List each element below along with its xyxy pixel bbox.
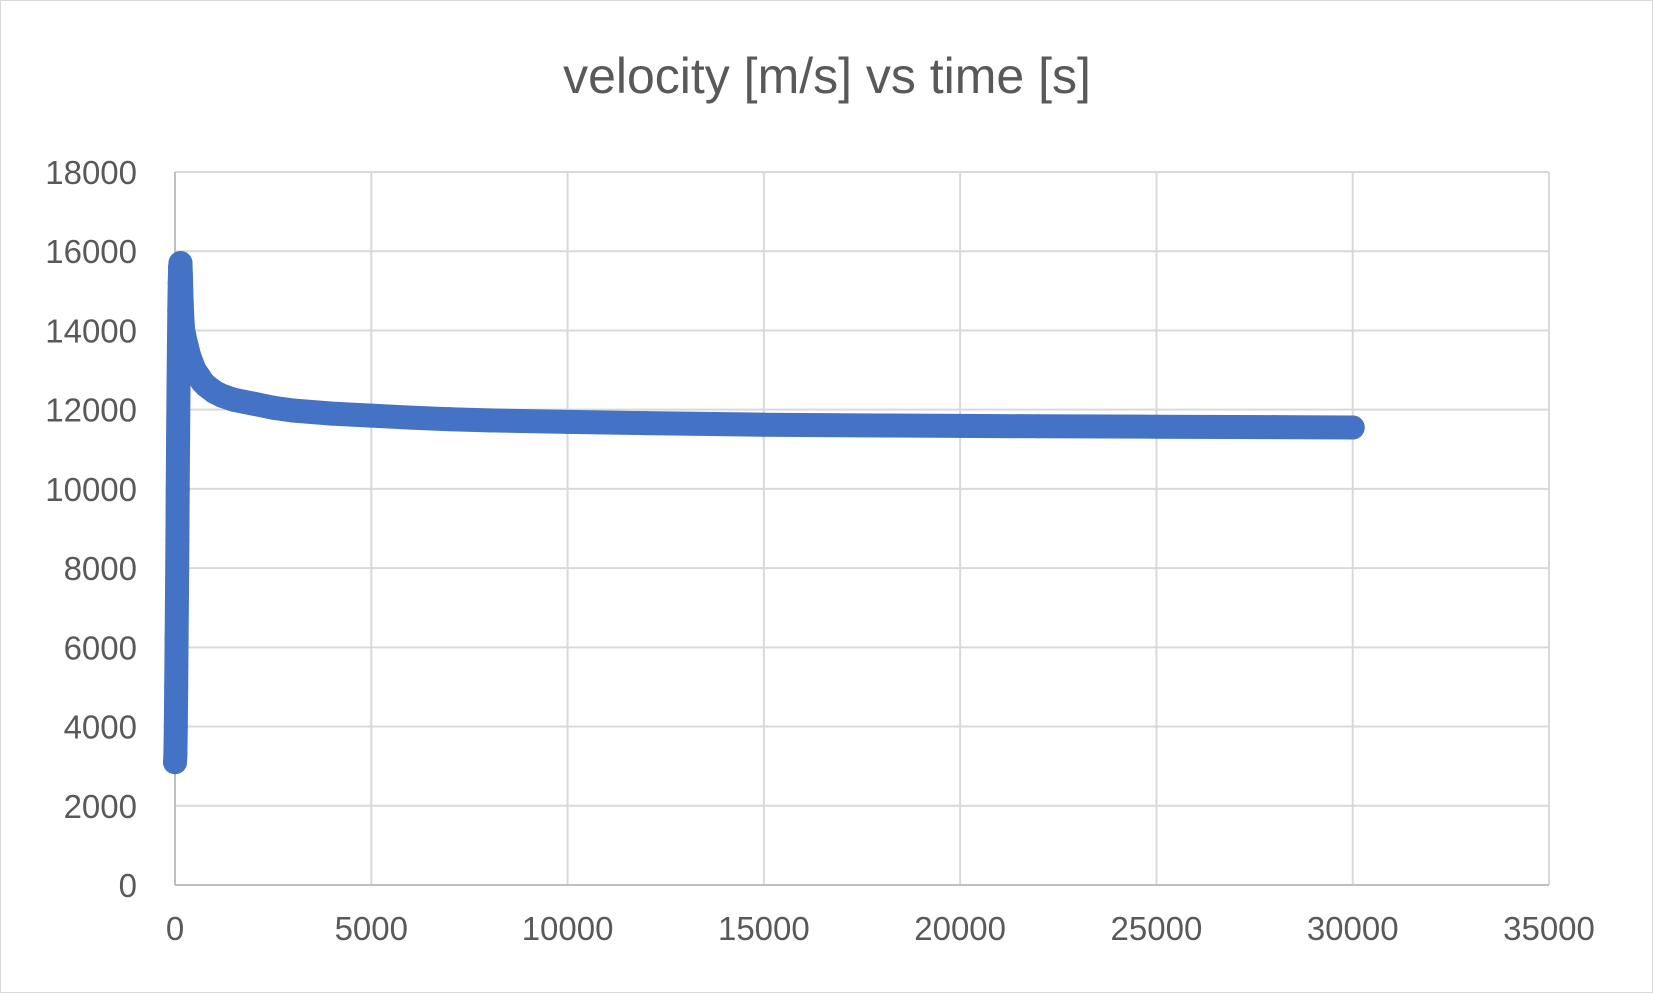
axes (174, 172, 1549, 886)
y-tick-label: 12000 (45, 392, 137, 429)
data-point (241, 391, 266, 416)
data-point (751, 412, 776, 437)
data-point (1340, 415, 1365, 440)
grid (175, 171, 1550, 885)
data-point (163, 742, 188, 767)
data-point (948, 413, 973, 438)
x-tick-label: 5000 (335, 910, 408, 947)
y-tick-labels: 0 2000 4000 6000 8000 10000 12000 14000 16000 180… (45, 154, 137, 904)
data-point (165, 476, 190, 501)
x-tick-label: 10000 (522, 910, 614, 947)
x-tick-label: 15000 (718, 910, 810, 947)
data-point (398, 405, 423, 430)
y-tick-label: 14000 (45, 312, 137, 349)
data-point (261, 395, 286, 420)
series-velocity (163, 251, 1365, 775)
data-point (359, 403, 384, 428)
y-tick-label: 18000 (45, 154, 137, 191)
chart-title: velocity [m/s] vs time [s] (563, 48, 1091, 104)
data-point (1026, 414, 1051, 439)
x-tick-labels: 0 5000 10000 15000 20000 25000 30000 35000 (166, 910, 1595, 947)
data-point (166, 377, 191, 402)
data-point (477, 408, 502, 433)
data-point (163, 714, 188, 739)
data-point (280, 398, 305, 423)
data-point (165, 528, 190, 553)
y-tick-label: 6000 (64, 629, 137, 666)
y-tick-label: 0 (119, 867, 137, 904)
y-tick-label: 10000 (45, 471, 137, 508)
data-point (164, 627, 189, 652)
data-point (164, 579, 189, 604)
x-tick-label: 0 (166, 910, 184, 947)
data-point (634, 411, 659, 436)
data-point (1144, 414, 1169, 439)
data-point (320, 401, 345, 426)
y-tick-label: 16000 (45, 233, 137, 270)
x-tick-label: 25000 (1111, 910, 1203, 947)
y-tick-label: 8000 (64, 550, 137, 587)
data-point (1262, 415, 1287, 440)
data-point (221, 387, 246, 412)
data-point (166, 425, 191, 450)
x-tick-label: 30000 (1307, 910, 1399, 947)
x-tick-label: 20000 (914, 910, 1006, 947)
y-tick-label: 2000 (64, 788, 137, 825)
data-point (555, 409, 580, 434)
data-point (437, 407, 462, 432)
y-tick-label: 4000 (64, 709, 137, 746)
data-point (164, 674, 189, 699)
x-tick-label: 35000 (1503, 910, 1595, 947)
data-point (869, 413, 894, 438)
